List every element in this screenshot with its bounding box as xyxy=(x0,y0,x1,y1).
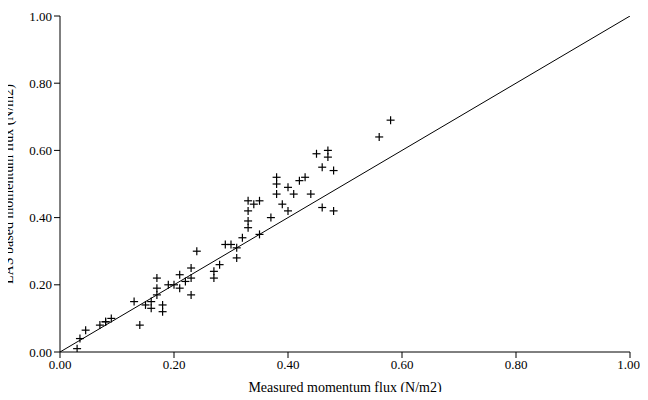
svg-text:0.40: 0.40 xyxy=(277,357,300,372)
svg-text:0.60: 0.60 xyxy=(391,357,414,372)
svg-text:1.00: 1.00 xyxy=(29,9,52,24)
svg-text:0.80: 0.80 xyxy=(505,357,528,372)
svg-text:LAS based momentum flux (N/m2): LAS based momentum flux (N/m2) xyxy=(8,84,17,284)
svg-text:Measured momentum flux (N/m2): Measured momentum flux (N/m2) xyxy=(248,380,442,392)
svg-text:0.80: 0.80 xyxy=(29,76,52,91)
svg-text:1.00: 1.00 xyxy=(617,357,640,372)
svg-text:0.60: 0.60 xyxy=(29,143,52,158)
svg-text:0.20: 0.20 xyxy=(29,277,52,292)
svg-text:0.00: 0.00 xyxy=(29,345,52,360)
svg-text:0.40: 0.40 xyxy=(29,210,52,225)
svg-text:0.20: 0.20 xyxy=(163,357,186,372)
svg-text:0.00: 0.00 xyxy=(49,357,72,372)
